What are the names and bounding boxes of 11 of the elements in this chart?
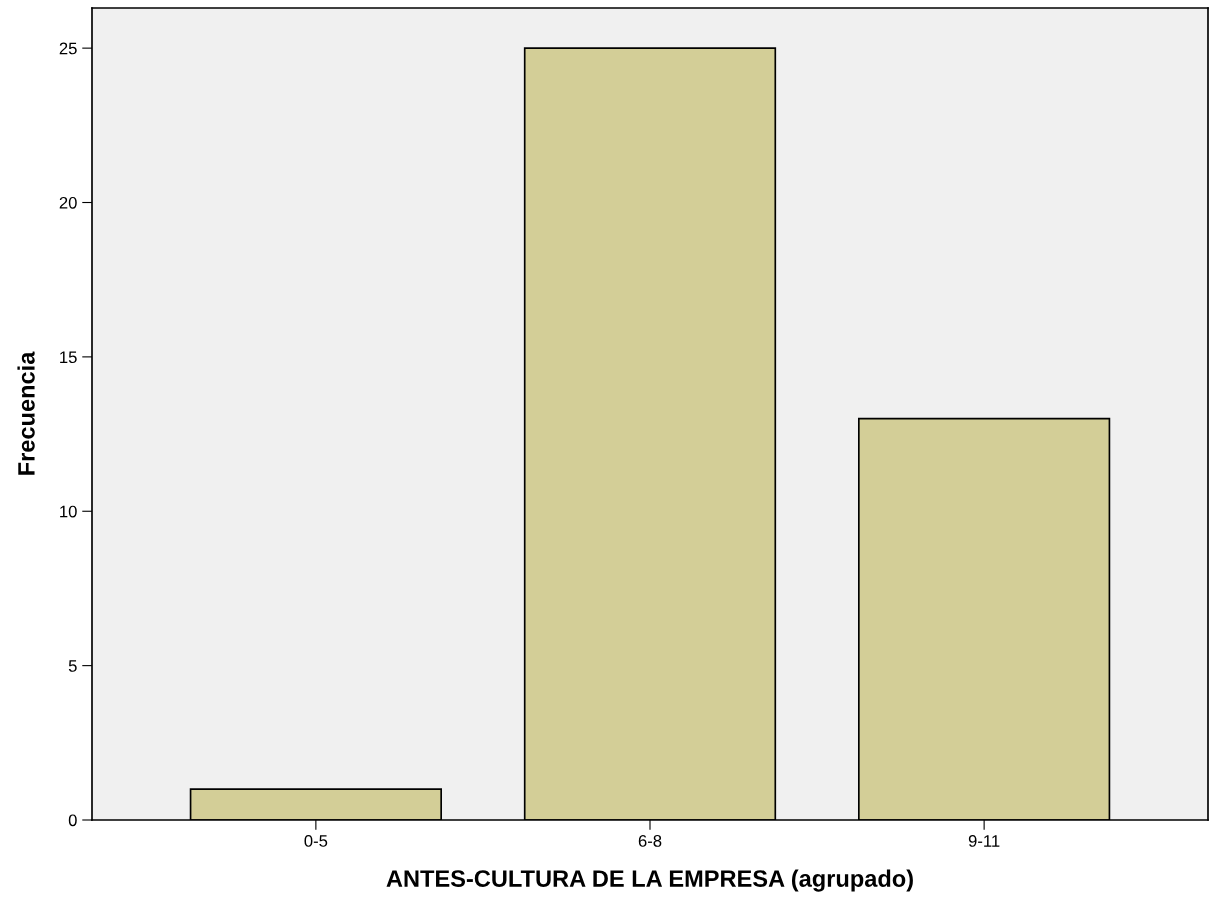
y-tick-label: 10 [60, 505, 77, 518]
x-tick-label: 0-5 [304, 835, 328, 847]
y-axis-title: Frecuencia [17, 351, 35, 475]
y-tick-label: 15 [60, 351, 77, 364]
y-tick-label: 20 [59, 196, 77, 209]
y-tick-label: 25 [59, 42, 77, 55]
x-tick-label: 9-11 [968, 835, 1000, 847]
x-axis-title: ANTES-CULTURA DE LA EMPRESA (agrupado) [386, 869, 913, 892]
y-tick-label: 5 [68, 660, 77, 672]
y-tick-label: 0 [68, 814, 77, 827]
x-tick-label: 6-8 [638, 835, 662, 847]
